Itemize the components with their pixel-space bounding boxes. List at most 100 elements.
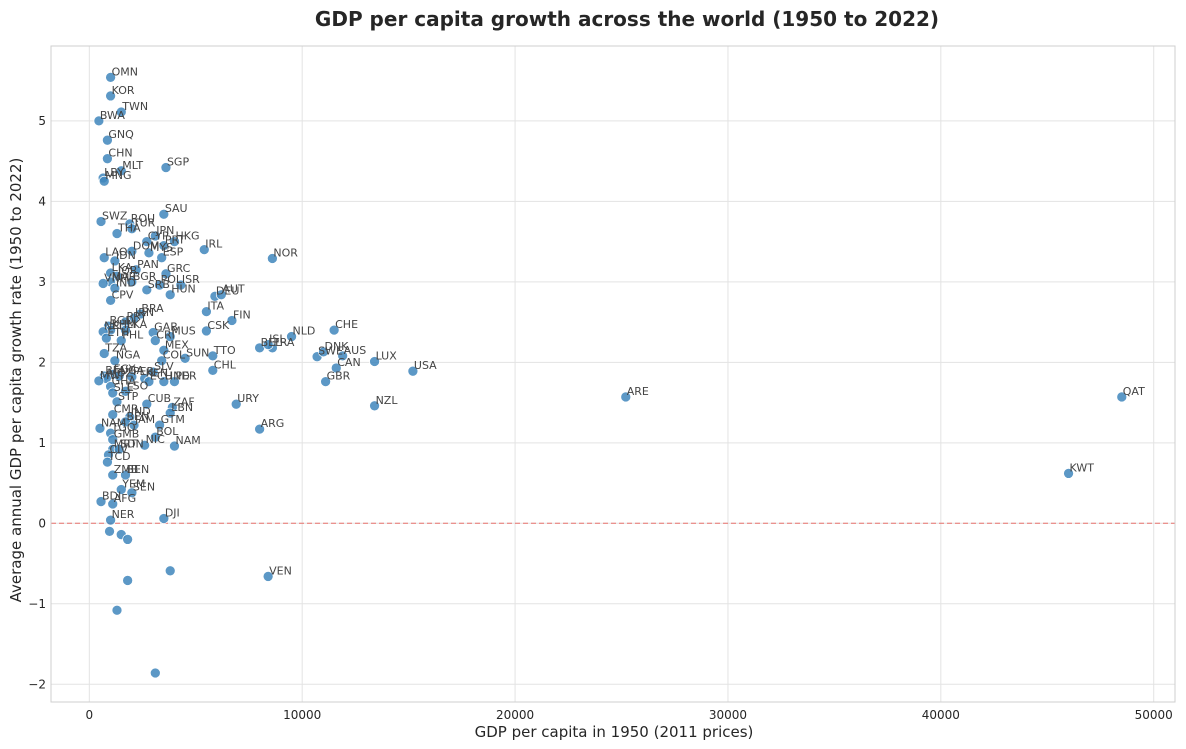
data-point <box>102 134 113 146</box>
point-label: LBN <box>171 401 193 414</box>
point-label: ARE <box>627 385 649 398</box>
point-label: CYP <box>148 230 169 243</box>
data-point <box>115 484 127 495</box>
point-label: KWT <box>1070 461 1095 474</box>
data-point <box>113 370 125 382</box>
point-label: MLT <box>122 159 143 172</box>
data-point <box>115 165 127 177</box>
data-point <box>337 350 348 362</box>
data-point <box>107 387 119 399</box>
data-point <box>109 355 121 367</box>
point-label: TZA <box>104 341 127 354</box>
point-label: VNM <box>104 271 129 284</box>
point-label: PER <box>133 365 155 378</box>
data-point <box>113 443 125 455</box>
point-label: ROU <box>131 212 155 225</box>
point-label: ARG <box>261 417 285 430</box>
data-point <box>102 456 113 468</box>
data-point <box>126 245 138 257</box>
point-label: VEN <box>269 564 292 577</box>
point-label: TUR <box>132 217 156 230</box>
point-label: SLV <box>154 360 174 373</box>
data-point <box>105 514 116 526</box>
data-point <box>141 236 153 247</box>
y-tick-label: 0 <box>38 516 46 530</box>
point-label: UGA <box>120 364 145 377</box>
grid <box>51 46 1175 702</box>
point-label: BWA <box>100 109 125 122</box>
data-point <box>369 400 380 412</box>
data-point <box>126 487 138 499</box>
point-label: SWZ <box>102 209 128 222</box>
data-point <box>407 365 419 377</box>
data-point <box>98 252 110 264</box>
data-point <box>154 419 165 431</box>
point-label: CHL <box>214 358 237 371</box>
y-axis-label: Average annual GDP per capita growth rat… <box>7 158 25 603</box>
point-label: CAN <box>337 356 360 369</box>
y-tick-label: 4 <box>38 194 46 208</box>
point-label: IRL <box>205 238 223 251</box>
point-label: BEN <box>127 463 150 476</box>
data-point <box>198 244 210 255</box>
point-label: SUN <box>186 346 209 359</box>
point-label: POL <box>161 273 183 286</box>
data-point <box>158 240 170 251</box>
point-label: ISL <box>269 333 286 346</box>
point-label: NGA <box>116 349 141 362</box>
data-point <box>169 376 180 387</box>
data-point <box>105 72 116 83</box>
point-label: MYS <box>150 241 173 254</box>
data-point <box>164 289 176 301</box>
point-label: CIV <box>109 443 128 456</box>
point-label: ESP <box>163 246 184 259</box>
point-label: ZAF <box>173 395 194 408</box>
point-label: BEL <box>261 336 282 349</box>
y-tick-label: −2 <box>28 677 46 691</box>
data-point <box>201 306 212 317</box>
data-point <box>104 526 115 537</box>
point-label: THA <box>117 222 141 235</box>
point-label: HND <box>165 370 190 383</box>
x-tick-label: 40000 <box>922 708 960 722</box>
data-point <box>156 252 168 264</box>
data-point <box>126 223 138 235</box>
point-label: DOM <box>133 239 160 252</box>
point-label: ZMB <box>114 463 139 476</box>
point-label: NAM <box>175 434 200 447</box>
point-label: CUB <box>148 392 171 405</box>
data-point <box>107 469 119 481</box>
data-point <box>318 346 329 358</box>
x-tick-label: 50000 <box>1135 708 1173 722</box>
point-label: DEU <box>216 284 239 297</box>
data-point <box>149 667 161 679</box>
point-label: LKA <box>112 261 133 274</box>
point-label: NPL <box>104 320 126 333</box>
point-label: TTO <box>213 344 236 357</box>
point-label: MOZ <box>107 366 133 379</box>
data-point <box>122 575 133 586</box>
x-tick-label: 30000 <box>709 708 747 722</box>
point-label: KHM <box>112 318 137 331</box>
data-point <box>158 344 170 356</box>
data-point <box>111 228 123 239</box>
data-point <box>262 339 274 350</box>
data-point <box>149 335 161 346</box>
data-point <box>179 352 191 364</box>
data-point <box>95 496 107 507</box>
point-label: BDI <box>102 490 121 503</box>
point-label: DNK <box>324 340 349 353</box>
point-label: YEM <box>121 478 145 491</box>
data-point <box>369 356 380 367</box>
plot-frame <box>50 45 1176 703</box>
point-label: NAM <box>101 416 126 429</box>
data-point <box>320 376 331 387</box>
data-point <box>215 289 227 301</box>
data-point <box>149 230 161 242</box>
data-point <box>149 431 161 443</box>
point-label: LAO <box>105 246 128 259</box>
data-point <box>230 398 242 410</box>
point-label: JOR <box>117 264 138 277</box>
data-point <box>120 469 131 481</box>
